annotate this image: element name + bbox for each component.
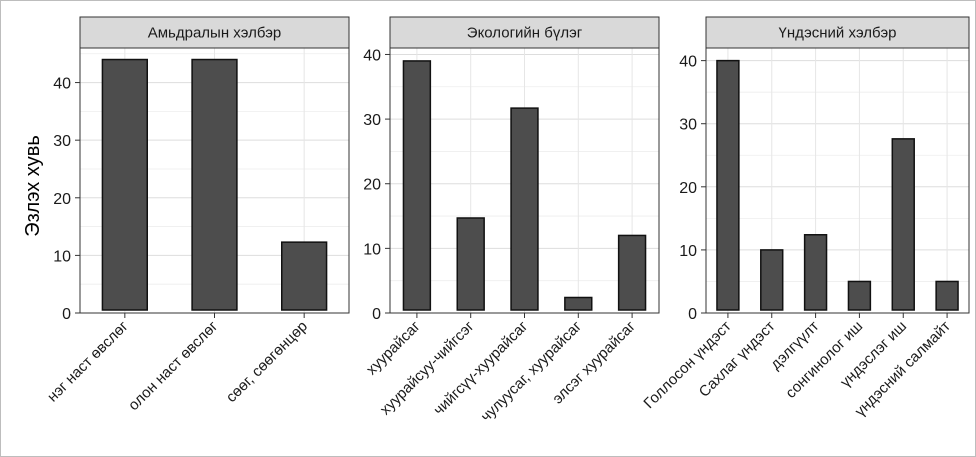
y-tick-label: 30 [53,133,71,150]
bar [510,107,539,311]
panel-background [706,48,969,313]
x-category-label: сөөг, сөөгөнцөр [223,318,311,406]
bar [564,296,593,311]
y-axis-label: Эзлэх хувь [22,135,44,237]
bar [281,241,328,311]
bar [803,234,828,311]
bar [891,138,915,311]
bar [191,58,238,311]
bar [456,217,485,311]
facet-title: Үндэсний хэлбэр [779,25,897,42]
x-category-label: олон наст өвслөг [125,317,222,414]
facet-title: Амьдралын хэлбэр [148,25,282,42]
x-category-label: сонгинолог иш [782,318,866,402]
y-tick-label: 40 [53,76,71,93]
y-tick-label: 40 [363,47,381,64]
y-tick-label: 20 [679,180,697,197]
x-category-label: чийгсүү-хуурайсаг [430,317,531,418]
bar [402,60,432,311]
x-category-label: хуурайсуу-чийгсэг [377,317,478,418]
y-tick-label: 0 [688,306,697,323]
y-tick-label: 0 [372,306,381,323]
y-tick-label: 20 [53,191,71,208]
y-tick-label: 10 [53,248,71,265]
x-category-label: нэг наст өвслөг [44,317,132,405]
bar [716,59,740,311]
facet-title: Экологийн бүлэг [467,25,583,42]
bar [760,249,784,311]
y-tick-label: 40 [679,54,697,71]
y-tick-label: 30 [679,117,697,134]
x-category-label: Сахлаг үндэст [696,318,779,401]
bar [935,280,959,311]
bar [847,280,872,311]
x-category-label: чулуусаг, хуурайсаг [478,317,586,425]
y-tick-label: 10 [363,241,381,258]
y-tick-label: 10 [679,243,697,260]
bar [617,234,647,311]
bar [101,58,148,311]
y-tick-label: 30 [363,112,381,129]
facet-strip [79,16,350,49]
y-tick-label: 20 [363,177,381,194]
y-tick-label: 0 [62,306,71,323]
panel-border [705,47,970,314]
facet-strip [389,16,660,49]
